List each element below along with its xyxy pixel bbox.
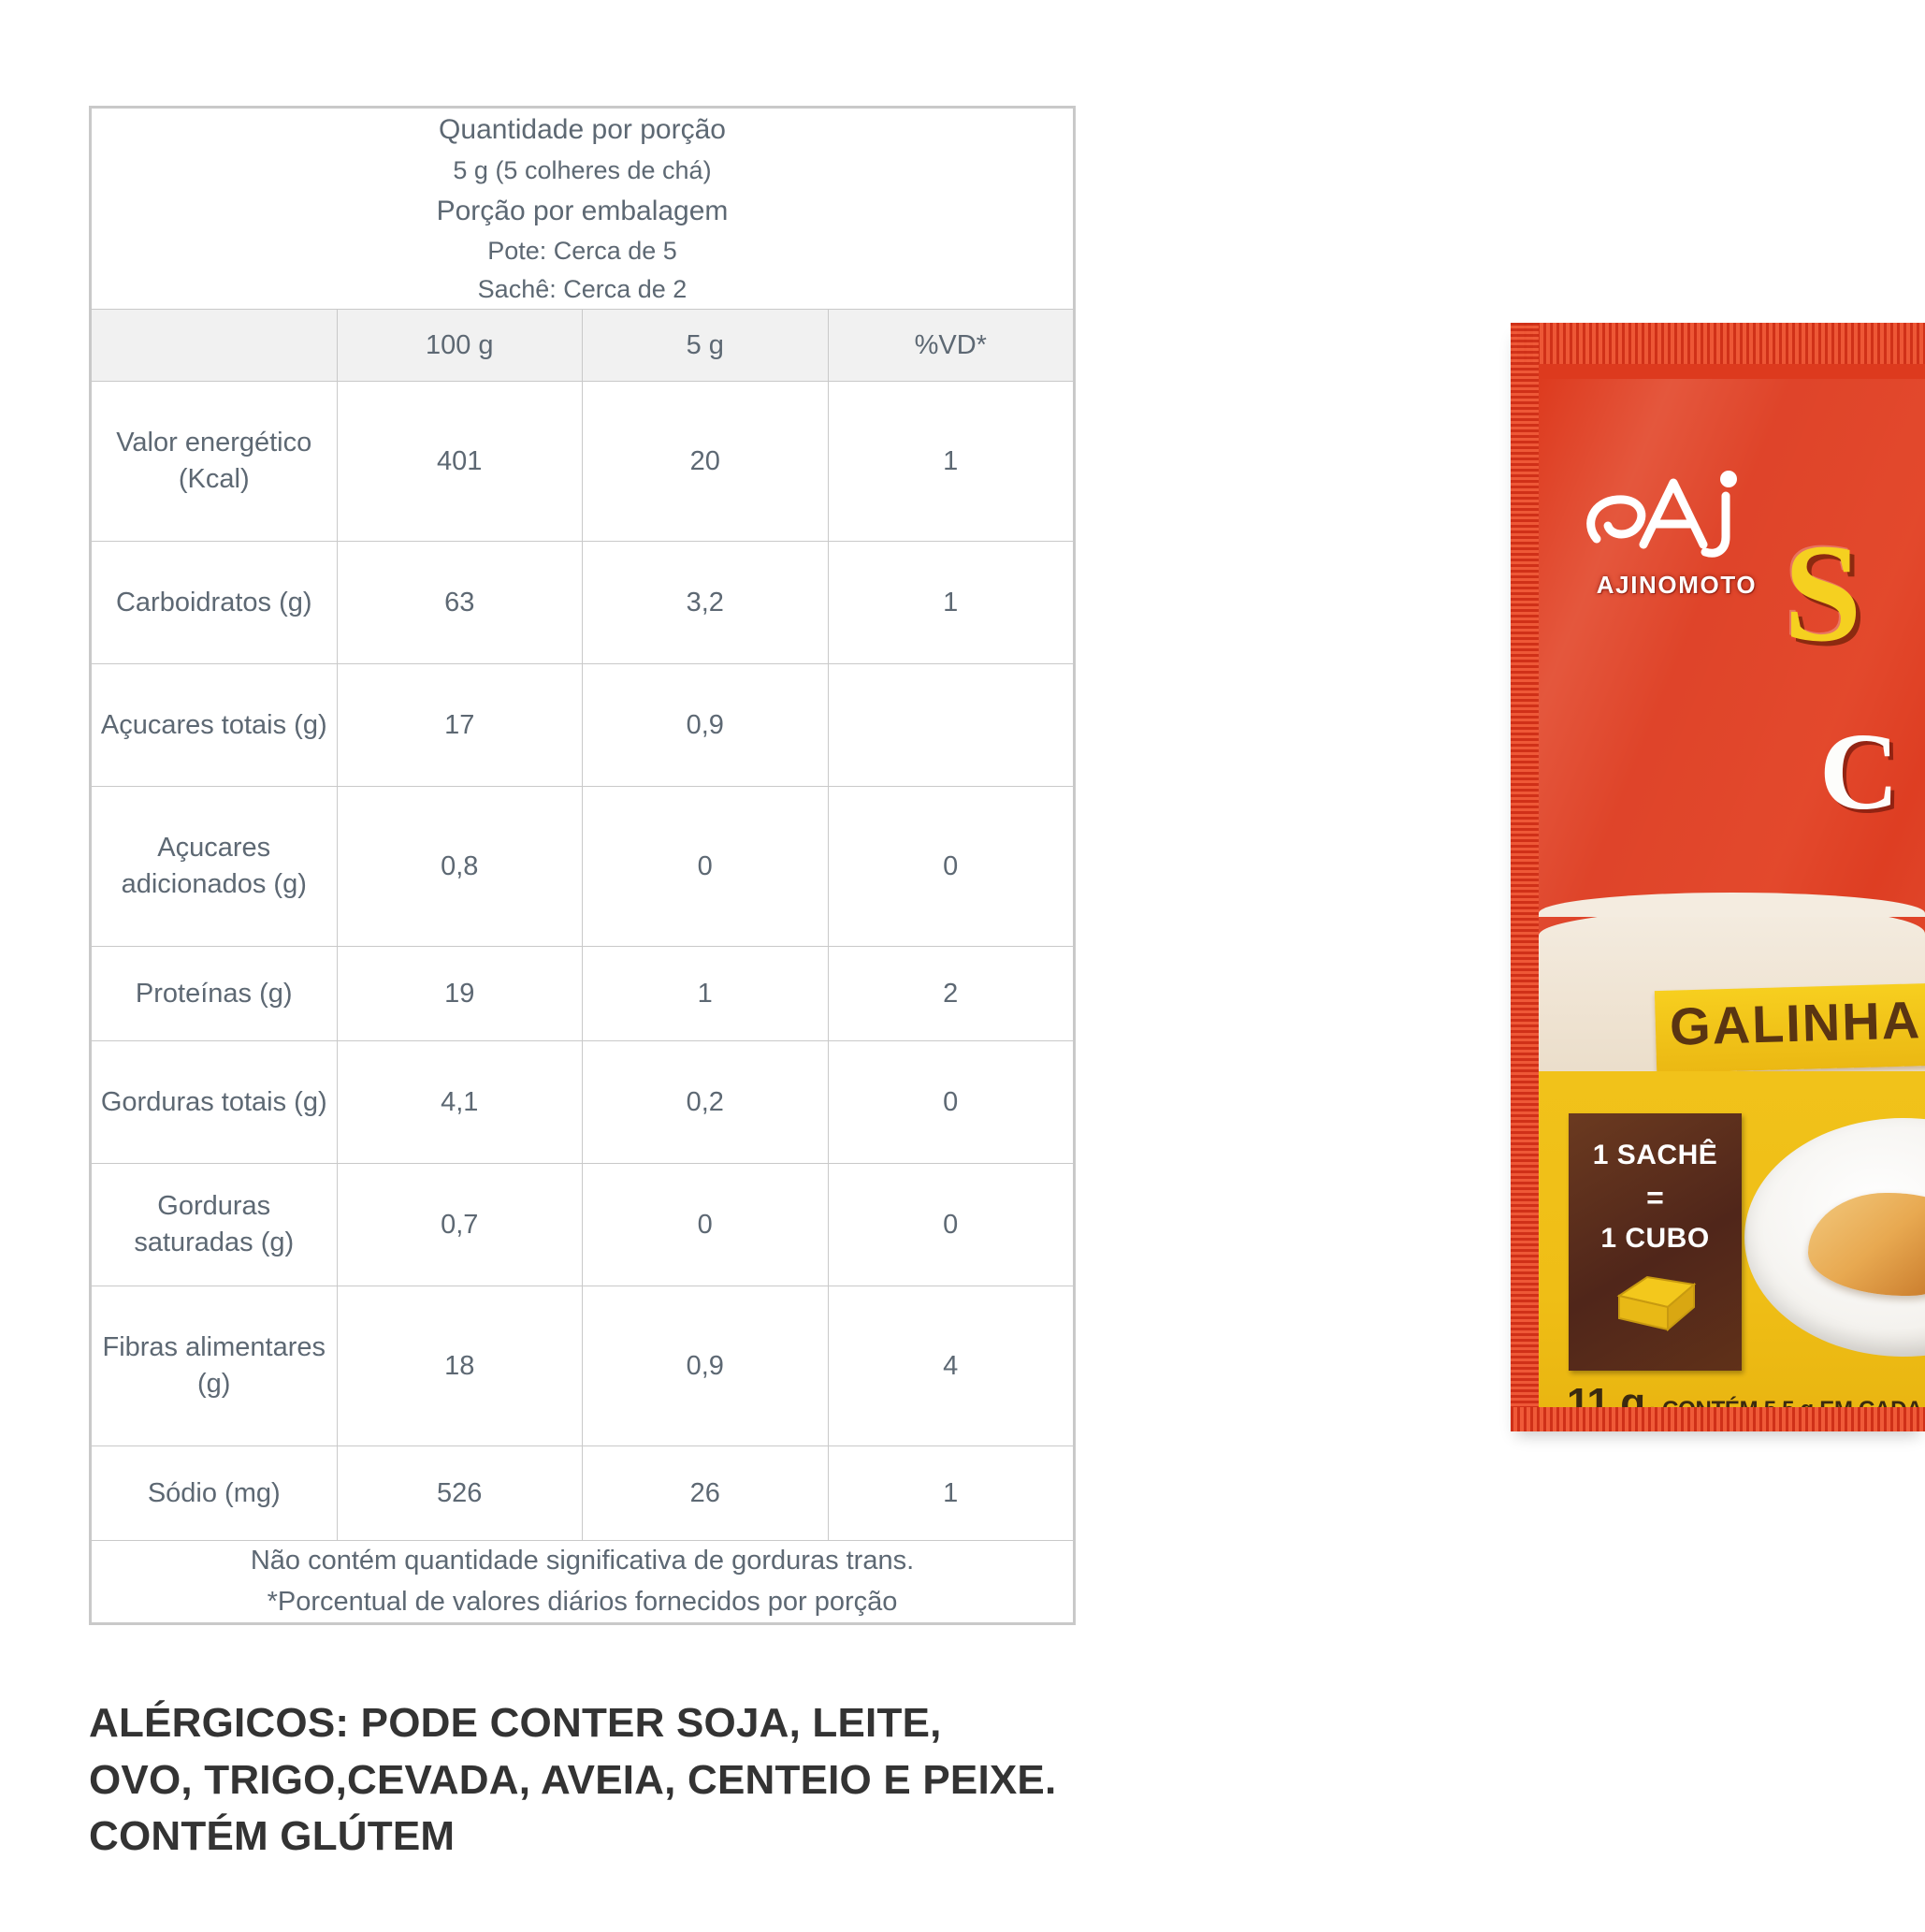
table-row: Gorduras totais (g) 4,1 0,2 0 — [91, 1040, 1074, 1165]
allergen-line-1: ALÉRGICOS: PODE CONTER SOJA, LEITE, — [89, 1700, 942, 1746]
table-row: Valor energético (Kcal) 401 20 1 — [91, 381, 1074, 543]
row-value-valor-energetico-100g: 401 — [336, 381, 583, 543]
footnote-row: Não contém quantidade significativa de g… — [91, 1540, 1074, 1624]
row-value-proteinas-portion: 1 — [582, 946, 829, 1042]
row-value-gorduras-saturadas-vd: 0 — [827, 1163, 1074, 1287]
col-header-vd: %VD* — [827, 309, 1074, 383]
badge-line-equals: = — [1646, 1181, 1664, 1214]
row-value-acucares-adicionados-vd: 0 — [827, 786, 1074, 948]
footnote-trans-fat: Não contém quantidade significativa de g… — [250, 1546, 915, 1576]
col-header-per-100g: 100 g — [336, 309, 583, 383]
row-value-acucares-totais-portion: 0,9 — [582, 663, 829, 788]
table-header-row: 100 g 5 g %VD* — [91, 309, 1074, 383]
row-value-acucares-totais-100g: 17 — [336, 663, 583, 788]
ajinomoto-wordmark: AJINOMOTO — [1596, 571, 1758, 599]
row-label-gorduras-saturadas: Gorduras saturadas (g) — [91, 1163, 338, 1287]
table-row: Fibras alimentares (g) 18 0,9 4 — [91, 1286, 1074, 1447]
row-value-acucares-totais-vd — [827, 663, 1074, 788]
table-row: Gorduras saturadas (g) 0,7 0 0 — [91, 1163, 1074, 1287]
package-bottom-seal — [1511, 1407, 1925, 1431]
row-label-gorduras-totais: Gorduras totais (g) — [91, 1040, 338, 1165]
row-value-acucares-adicionados-portion: 0 — [582, 786, 829, 948]
row-value-fibras-alimentares-vd: 4 — [827, 1286, 1074, 1447]
row-value-proteinas-100g: 19 — [336, 946, 583, 1042]
row-value-fibras-alimentares-100g: 18 — [336, 1286, 583, 1447]
servings-per-package-title: Porção por embalagem — [436, 195, 729, 226]
row-value-sodio-100g: 526 — [336, 1445, 583, 1542]
serving-info-row: Quantidade por porção 5 g (5 colheres de… — [91, 107, 1074, 311]
package-top-seal — [1511, 323, 1925, 364]
row-value-carboidratos-vd: 1 — [827, 541, 1074, 665]
col-header-nutrient — [91, 309, 338, 383]
ajinomoto-logo: AJINOMOTO — [1576, 458, 1777, 600]
allergen-line-2: OVO, TRIGO,CEVADA, AVEIA, CENTEIO E PEIX… — [89, 1756, 1057, 1803]
footnote-daily-values: *Porcentual de valores diários fornecido… — [267, 1586, 898, 1617]
row-label-fibras-alimentares: Fibras alimentares (g) — [91, 1286, 338, 1447]
product-package-image: AJINOMOTO S C GALINHA 1 SACHÊ = 1 CUBO 1… — [1511, 323, 1925, 1431]
row-label-acucares-adicionados: Açucares adicionados (g) — [91, 786, 338, 948]
table-row: Sódio (mg) 526 26 1 — [91, 1445, 1074, 1542]
serving-info-block: Quantidade por porção 5 g (5 colheres de… — [91, 107, 1074, 311]
flavor-label: GALINHA — [1669, 990, 1922, 1056]
row-value-gorduras-saturadas-100g: 0,7 — [336, 1163, 583, 1287]
row-value-valor-energetico-vd: 1 — [827, 381, 1074, 543]
table-row: Proteínas (g) 19 1 2 — [91, 946, 1074, 1042]
col-header-per-portion: 5 g — [582, 309, 829, 383]
row-value-carboidratos-portion: 3,2 — [582, 541, 829, 665]
row-value-acucares-adicionados-100g: 0,8 — [336, 786, 583, 948]
table-row: Carboidratos (g) 63 3,2 1 — [91, 541, 1074, 665]
servings-per-pot: Pote: Cerca de 5 — [487, 237, 677, 266]
product-initial-c: C — [1819, 710, 1900, 833]
row-value-valor-energetico-portion: 20 — [582, 381, 829, 543]
sachet-equals-cube-badge: 1 SACHÊ = 1 CUBO — [1569, 1113, 1742, 1371]
row-value-sodio-vd: 1 — [827, 1445, 1074, 1542]
row-value-gorduras-saturadas-portion: 0 — [582, 1163, 829, 1287]
aji-swoosh-icon — [1586, 471, 1737, 558]
allergen-line-3: CONTÉM GLÚTEM — [89, 1813, 456, 1860]
serving-amount-title: Quantidade por porção — [439, 114, 726, 145]
row-label-carboidratos: Carboidratos (g) — [91, 541, 338, 665]
nutrition-facts-panel: Quantidade por porção 5 g (5 colheres de… — [89, 106, 1076, 1626]
row-value-gorduras-totais-100g: 4,1 — [336, 1040, 583, 1165]
allergen-warning: ALÉRGICOS: PODE CONTER SOJA, LEITE, OVO,… — [89, 1695, 1398, 1866]
bouillon-cube-icon — [1616, 1275, 1696, 1332]
footnote-block: Não contém quantidade significativa de g… — [91, 1540, 1074, 1624]
nutrition-table: Quantidade por porção 5 g (5 colheres de… — [91, 107, 1074, 1624]
row-value-carboidratos-100g: 63 — [336, 541, 583, 665]
package-left-seal — [1511, 323, 1539, 1431]
row-label-proteinas: Proteínas (g) — [91, 946, 338, 1042]
row-label-valor-energetico: Valor energético (Kcal) — [91, 381, 338, 543]
table-row: Açucares totais (g) 17 0,9 — [91, 663, 1074, 788]
row-label-sodio: Sódio (mg) — [91, 1445, 338, 1542]
servings-per-sachet: Sachê: Cerca de 2 — [477, 275, 688, 304]
table-row: Açucares adicionados (g) 0,8 0 0 — [91, 786, 1074, 948]
brand-initial-s: S — [1784, 516, 1862, 671]
row-label-acucares-totais: Açucares totais (g) — [91, 663, 338, 788]
serving-amount-value: 5 g (5 colheres de chá) — [453, 155, 712, 184]
aji-dot-icon — [1720, 471, 1737, 487]
row-value-gorduras-totais-vd: 0 — [827, 1040, 1074, 1165]
row-value-sodio-portion: 26 — [582, 1445, 829, 1542]
badge-line-sachet: 1 SACHÊ — [1592, 1140, 1718, 1170]
row-value-gorduras-totais-portion: 0,2 — [582, 1040, 829, 1165]
badge-line-cube: 1 CUBO — [1600, 1223, 1710, 1254]
row-value-fibras-alimentares-portion: 0,9 — [582, 1286, 829, 1447]
row-value-proteinas-vd: 2 — [827, 946, 1074, 1042]
